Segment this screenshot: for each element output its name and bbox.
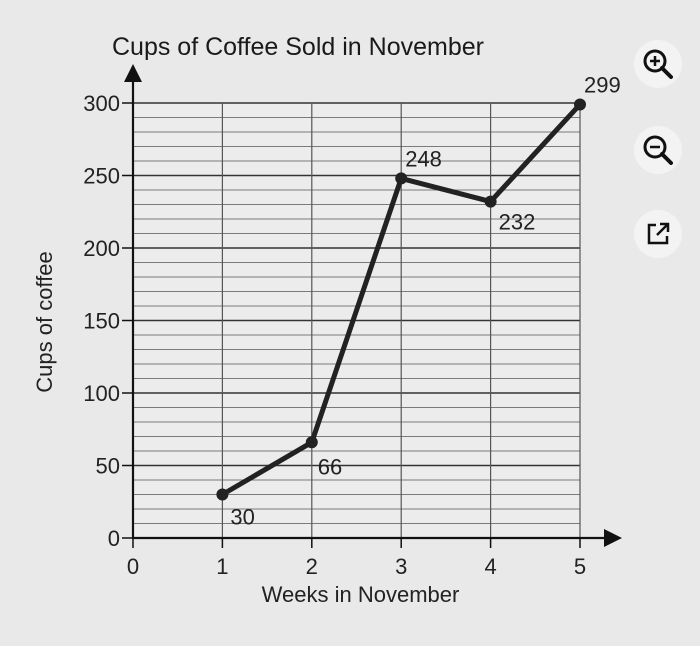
data-point — [305, 436, 318, 449]
x-tick-label: 0 — [127, 554, 139, 579]
data-label: 299 — [584, 72, 621, 97]
y-axis-label: Cups of coffee — [32, 251, 57, 392]
zoom-out-button[interactable] — [634, 126, 682, 174]
x-axis-arrow — [604, 529, 622, 547]
data-point — [484, 195, 497, 208]
y-tick-label: 300 — [83, 91, 120, 116]
zoom-out-icon — [643, 135, 673, 165]
data-point — [216, 488, 229, 501]
x-tick-label: 3 — [395, 554, 407, 579]
data-point — [395, 172, 408, 185]
data-label: 232 — [499, 210, 536, 235]
y-tick-label: 0 — [108, 526, 120, 551]
y-tick-label: 200 — [83, 236, 120, 261]
y-tick-label: 50 — [96, 454, 120, 479]
chart-title: Cups of Coffee Sold in November — [112, 33, 484, 61]
x-axis-label: Weeks in November — [262, 582, 460, 607]
y-tick-label: 100 — [83, 381, 120, 406]
y-tick-label: 250 — [83, 164, 120, 189]
data-label: 30 — [230, 505, 254, 530]
y-axis-arrow — [124, 64, 142, 82]
zoom-in-button[interactable] — [634, 40, 682, 88]
y-tick-label: 150 — [83, 309, 120, 334]
x-tick-label: 4 — [484, 554, 496, 579]
data-point — [574, 98, 586, 111]
open-external-button[interactable] — [634, 210, 682, 258]
data-label: 66 — [318, 454, 342, 479]
x-tick-label: 1 — [216, 554, 228, 579]
open-external-icon — [647, 222, 670, 245]
data-label: 248 — [405, 146, 442, 171]
x-tick-label: 2 — [306, 554, 318, 579]
x-tick-label: 5 — [574, 554, 586, 579]
zoom-in-icon — [643, 49, 673, 79]
